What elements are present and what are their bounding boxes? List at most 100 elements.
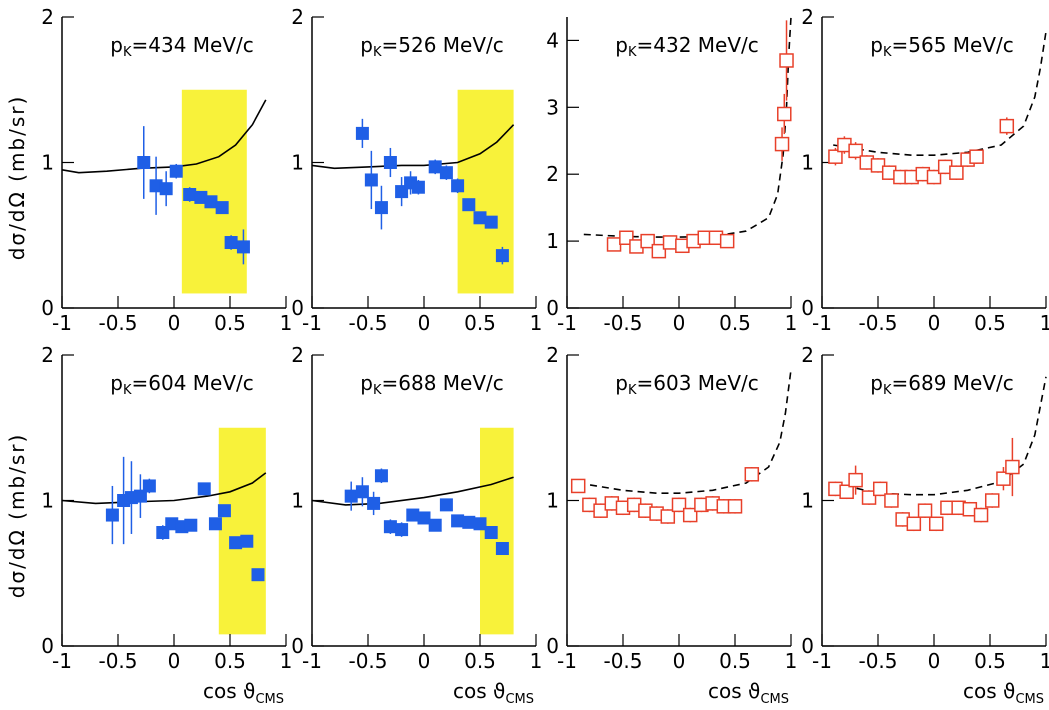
x-label-part: cos ϑ (453, 679, 505, 703)
y-tick-label: 1 (546, 489, 559, 513)
panel-title: pK=604 MeV/c (110, 371, 254, 398)
data-point (137, 156, 151, 169)
title-part: =434 MeV/c (131, 33, 253, 57)
data-point (428, 160, 442, 174)
panel-title: pK=689 MeV/c (870, 371, 1014, 398)
data-point (355, 126, 369, 140)
x-label-part: CMS (505, 692, 534, 707)
data-point (344, 489, 358, 503)
y-tick-label: 2 (291, 5, 304, 29)
data-point (194, 190, 208, 204)
data-point (383, 520, 397, 534)
title-part: =526 MeV/c (381, 33, 503, 57)
x-label-part: CMS (255, 692, 284, 707)
x-label-part: cos ϑ (203, 679, 255, 703)
y-tick-label: 1 (801, 489, 814, 513)
y-tick-label: 0 (291, 296, 304, 320)
x-tick-label: 0 (928, 649, 941, 673)
x-tick-label: -0.5 (603, 649, 642, 673)
panel: 0 1 2 -1 -0.5 0 0.5 1 pK=565 MeV/c (801, 5, 1049, 335)
data-point (217, 504, 231, 518)
data-point (133, 489, 147, 503)
data-point (777, 106, 792, 122)
x-tick-label: 1 (785, 311, 798, 335)
data-point (779, 53, 794, 68)
data-point (828, 149, 843, 164)
x-axis-label: cos ϑCMS (963, 679, 1044, 707)
data-point (996, 471, 1011, 486)
x-tick-label: -1 (812, 311, 832, 335)
y-tick-label: 1 (41, 489, 54, 513)
title-part: K (123, 45, 132, 60)
data-point (367, 496, 381, 510)
data-point (495, 249, 509, 263)
data-point (484, 526, 498, 540)
data-point (374, 201, 388, 215)
x-tick-label: 0.5 (719, 649, 751, 673)
title-part: =689 MeV/c (891, 371, 1013, 395)
y-tick-label: 2 (546, 162, 559, 186)
data-point (671, 497, 687, 513)
panel: 0 1 2 -1 -0.5 0 0.5 1 pK=603 MeV/c cos ϑCMS (546, 343, 797, 707)
title-part: p (360, 371, 373, 395)
x-axis-label: cos ϑCMS (453, 679, 534, 707)
data-point (439, 166, 453, 180)
title-part: K (628, 383, 637, 398)
data-point (159, 182, 173, 196)
y-tick-label: 0 (801, 296, 814, 320)
data-point (215, 201, 229, 215)
x-tick-label: -0.5 (603, 311, 642, 335)
data-point (224, 236, 238, 250)
y-tick-label: 1 (801, 151, 814, 175)
x-tick-label: 0 (673, 649, 686, 673)
x-tick-label: 0.5 (719, 311, 751, 335)
data-point (744, 467, 760, 482)
data-point (662, 235, 678, 250)
x-tick-label: 1 (280, 311, 293, 335)
data-point (451, 514, 465, 528)
data-point (473, 211, 487, 225)
panel: 0 1 2 3 4 -1 -0.5 0 0.5 1 pK=432 MeV/c (546, 16, 798, 335)
x-tick-label: -0.5 (348, 311, 387, 335)
data-point (184, 518, 198, 532)
title-part: =565 MeV/c (891, 33, 1013, 57)
y-axis-label: dσ/dΩ (mb/sr) (5, 95, 29, 261)
x-tick-label: 0.5 (464, 311, 496, 335)
title-part: K (628, 45, 637, 60)
y-tick-label: 3 (546, 95, 559, 119)
data-point (383, 156, 397, 169)
y-tick-label: 2 (801, 5, 814, 29)
data-point (395, 523, 409, 537)
x-tick-label: 0.5 (214, 311, 246, 335)
y-tick-label: 0 (546, 296, 559, 320)
x-tick-label: 0 (418, 311, 431, 335)
y-tick-label: 2 (41, 343, 54, 367)
x-tick-label: 1 (785, 649, 798, 673)
x-tick-label: -1 (52, 311, 72, 335)
data-point (917, 503, 933, 518)
data-point (640, 233, 655, 249)
data-point (149, 179, 163, 193)
model-curve (311, 124, 515, 170)
title-part: p (615, 371, 628, 395)
data-point (406, 508, 420, 522)
y-tick-label: 2 (546, 343, 559, 367)
data-point (451, 179, 465, 193)
data-point (926, 169, 942, 185)
x-tick-label: -1 (302, 311, 322, 335)
y-tick-label: 2 (291, 343, 304, 367)
model-curve (833, 31, 1047, 156)
data-point (374, 469, 388, 483)
data-point (870, 158, 886, 173)
x-tick-label: -1 (52, 649, 72, 673)
data-point (848, 143, 863, 159)
x-axis-label: cos ϑCMS (203, 679, 284, 707)
data-point (727, 499, 743, 514)
data-point (240, 534, 254, 548)
data-point (606, 237, 622, 252)
data-point (204, 195, 218, 209)
x-tick-label: 0 (418, 649, 431, 673)
title-part: K (883, 383, 892, 398)
x-tick-label: -0.5 (858, 311, 897, 335)
